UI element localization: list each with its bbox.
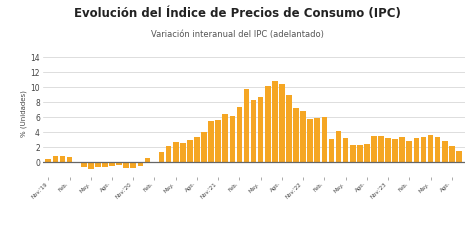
Bar xyxy=(237,107,242,162)
Bar xyxy=(378,136,384,162)
Bar xyxy=(145,158,150,162)
Bar xyxy=(265,86,271,162)
Bar xyxy=(46,159,51,162)
Bar xyxy=(456,151,462,162)
Bar xyxy=(301,111,306,162)
Bar xyxy=(180,143,186,162)
Bar xyxy=(307,119,313,162)
Bar xyxy=(166,146,172,162)
Bar xyxy=(350,145,356,162)
Bar xyxy=(222,114,228,162)
Bar xyxy=(385,138,391,162)
Bar xyxy=(137,162,143,166)
Bar xyxy=(81,162,87,167)
Bar xyxy=(314,118,320,162)
Bar xyxy=(428,135,433,162)
Bar xyxy=(60,156,65,162)
Bar xyxy=(321,117,327,162)
Bar xyxy=(293,108,299,162)
Bar xyxy=(400,137,405,162)
Bar xyxy=(279,84,285,162)
Bar xyxy=(187,141,193,162)
Text: Evolución del Índice de Precios de Consumo (IPC): Evolución del Índice de Precios de Consu… xyxy=(73,7,401,20)
Bar xyxy=(116,162,122,165)
Bar xyxy=(413,138,419,162)
Text: Variación interanual del IPC (adelantado): Variación interanual del IPC (adelantado… xyxy=(151,30,323,39)
Bar xyxy=(328,139,334,162)
Bar xyxy=(215,120,221,162)
Bar xyxy=(53,156,58,162)
Bar xyxy=(123,162,129,168)
Bar xyxy=(201,132,207,162)
Bar xyxy=(449,146,455,162)
Y-axis label: % (Unidades): % (Unidades) xyxy=(21,90,27,137)
Bar xyxy=(244,89,249,162)
Bar xyxy=(357,145,363,162)
Bar xyxy=(343,138,348,162)
Bar xyxy=(251,100,256,162)
Bar xyxy=(435,137,440,162)
Bar xyxy=(208,121,214,162)
Bar xyxy=(194,137,200,162)
Bar xyxy=(407,141,412,162)
Bar xyxy=(286,95,292,162)
Bar xyxy=(229,116,235,162)
Bar xyxy=(109,162,115,166)
Bar xyxy=(364,144,370,162)
Bar xyxy=(102,162,108,167)
Bar xyxy=(88,162,94,169)
Bar xyxy=(173,142,179,162)
Bar xyxy=(67,157,73,162)
Bar xyxy=(272,81,278,162)
Bar xyxy=(95,162,100,167)
Bar xyxy=(371,136,377,162)
Bar xyxy=(159,152,164,162)
Bar xyxy=(392,139,398,162)
Bar xyxy=(420,137,426,162)
Bar xyxy=(130,162,136,168)
Bar xyxy=(258,97,264,162)
Bar xyxy=(336,131,341,162)
Bar xyxy=(442,141,447,162)
